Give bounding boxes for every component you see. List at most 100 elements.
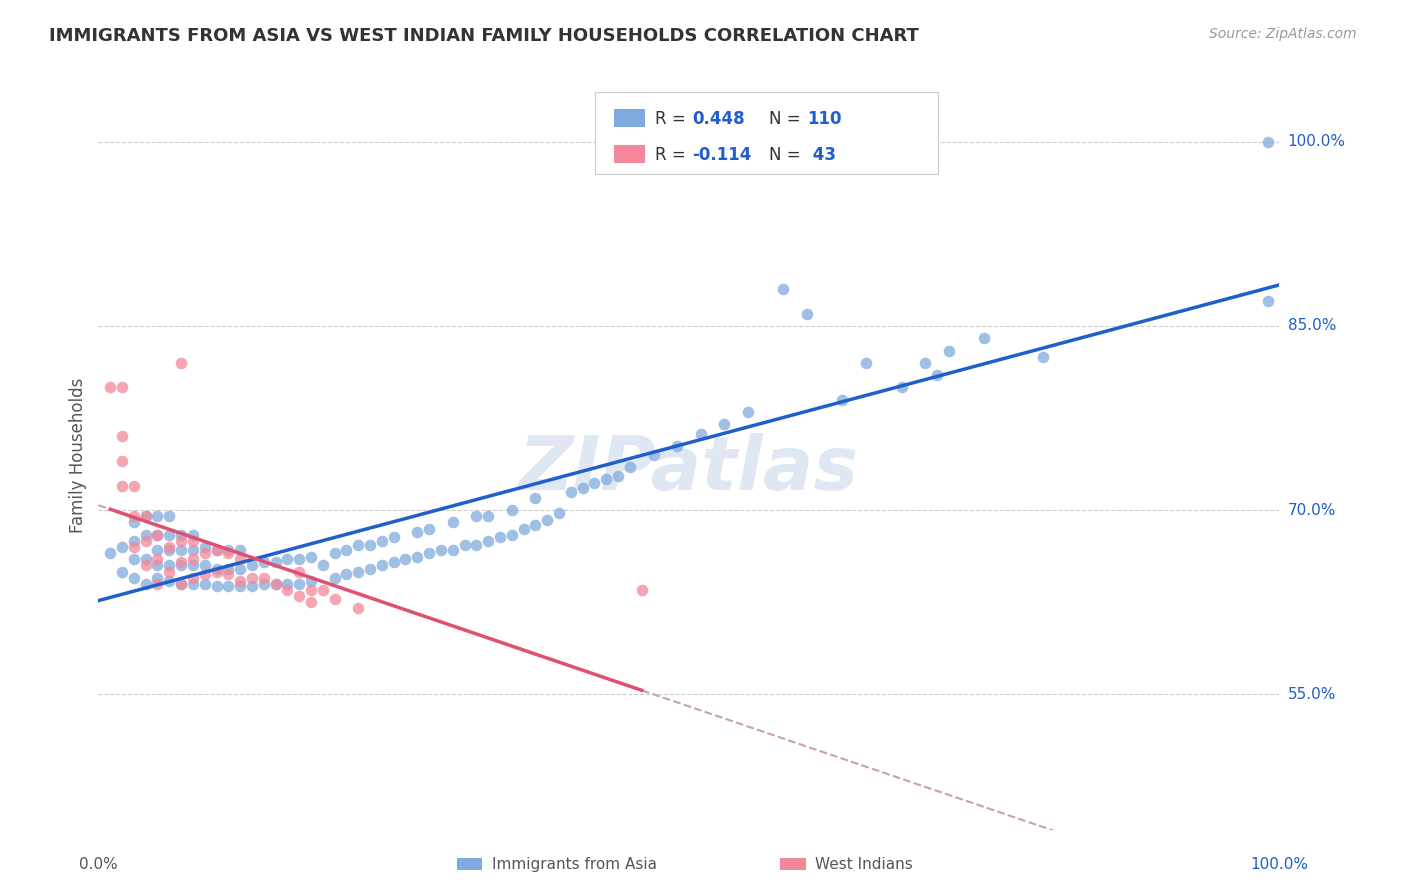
- Point: [359, 538, 381, 552]
- Point: [205, 542, 228, 557]
- Text: R =: R =: [655, 110, 692, 128]
- Point: [595, 473, 617, 487]
- Point: [1032, 350, 1054, 364]
- Point: [111, 540, 134, 554]
- Point: [477, 509, 499, 524]
- Point: [501, 528, 523, 542]
- Point: [288, 589, 311, 603]
- Point: [135, 577, 157, 591]
- Point: [382, 555, 405, 569]
- Point: [630, 582, 652, 597]
- Point: [253, 577, 276, 591]
- Point: [264, 555, 287, 569]
- Point: [240, 558, 263, 573]
- Point: [772, 282, 794, 296]
- Point: [347, 565, 370, 579]
- Point: [264, 577, 287, 591]
- Point: [1257, 294, 1279, 309]
- Point: [170, 558, 193, 573]
- Point: [619, 460, 641, 475]
- Point: [111, 565, 134, 579]
- Point: [288, 552, 311, 566]
- Point: [122, 509, 145, 524]
- Point: [181, 571, 204, 585]
- Point: [205, 579, 228, 593]
- Point: [666, 439, 689, 453]
- Point: [335, 542, 357, 557]
- Text: 55.0%: 55.0%: [1288, 687, 1336, 702]
- Point: [914, 356, 936, 370]
- Point: [371, 533, 394, 548]
- Point: [170, 356, 193, 370]
- Text: R =: R =: [655, 146, 692, 164]
- Point: [371, 558, 394, 573]
- Point: [276, 577, 298, 591]
- Point: [229, 542, 252, 557]
- Point: [194, 546, 217, 560]
- Point: [973, 331, 995, 345]
- Point: [418, 546, 440, 560]
- Text: Immigrants from Asia: Immigrants from Asia: [492, 857, 657, 871]
- Point: [737, 405, 759, 419]
- Point: [560, 484, 582, 499]
- Point: [217, 546, 239, 560]
- Point: [217, 542, 239, 557]
- Point: [524, 491, 547, 505]
- Point: [288, 565, 311, 579]
- Point: [181, 558, 204, 573]
- Point: [122, 552, 145, 566]
- Point: [122, 533, 145, 548]
- Point: [382, 530, 405, 544]
- Point: [229, 552, 252, 566]
- Point: [181, 577, 204, 591]
- Point: [441, 516, 464, 530]
- Point: [299, 582, 322, 597]
- Point: [111, 380, 134, 394]
- Point: [111, 478, 134, 492]
- Point: [607, 468, 630, 483]
- Point: [240, 571, 263, 585]
- Text: 100.0%: 100.0%: [1288, 134, 1346, 149]
- Point: [170, 555, 193, 569]
- Point: [643, 448, 665, 462]
- Point: [406, 549, 429, 564]
- Point: [288, 577, 311, 591]
- Point: [406, 525, 429, 540]
- Text: IMMIGRANTS FROM ASIA VS WEST INDIAN FAMILY HOUSEHOLDS CORRELATION CHART: IMMIGRANTS FROM ASIA VS WEST INDIAN FAMI…: [49, 27, 920, 45]
- Point: [441, 542, 464, 557]
- Point: [299, 595, 322, 609]
- Point: [229, 574, 252, 589]
- Point: [477, 533, 499, 548]
- Point: [146, 558, 169, 573]
- Point: [135, 509, 157, 524]
- Point: [1257, 135, 1279, 149]
- Point: [157, 509, 180, 524]
- Point: [135, 533, 157, 548]
- Point: [157, 574, 180, 589]
- Point: [299, 574, 322, 589]
- Point: [323, 591, 346, 606]
- Point: [276, 582, 298, 597]
- Point: [181, 528, 204, 542]
- Point: [146, 571, 169, 585]
- Text: N =: N =: [769, 146, 806, 164]
- Text: 100.0%: 100.0%: [1250, 857, 1309, 872]
- Y-axis label: Family Households: Family Households: [69, 377, 87, 533]
- Point: [359, 562, 381, 576]
- Point: [347, 538, 370, 552]
- Text: 70.0%: 70.0%: [1288, 503, 1336, 517]
- Point: [146, 542, 169, 557]
- Text: 110: 110: [807, 110, 842, 128]
- Point: [465, 509, 488, 524]
- Point: [323, 571, 346, 585]
- Point: [831, 392, 853, 407]
- Point: [253, 571, 276, 585]
- Text: ZIPatlas: ZIPatlas: [519, 434, 859, 507]
- Point: [122, 478, 145, 492]
- Text: West Indians: West Indians: [815, 857, 914, 871]
- Text: Source: ZipAtlas.com: Source: ZipAtlas.com: [1209, 27, 1357, 41]
- Point: [548, 506, 571, 520]
- Point: [217, 562, 239, 576]
- Point: [430, 542, 453, 557]
- Point: [194, 567, 217, 582]
